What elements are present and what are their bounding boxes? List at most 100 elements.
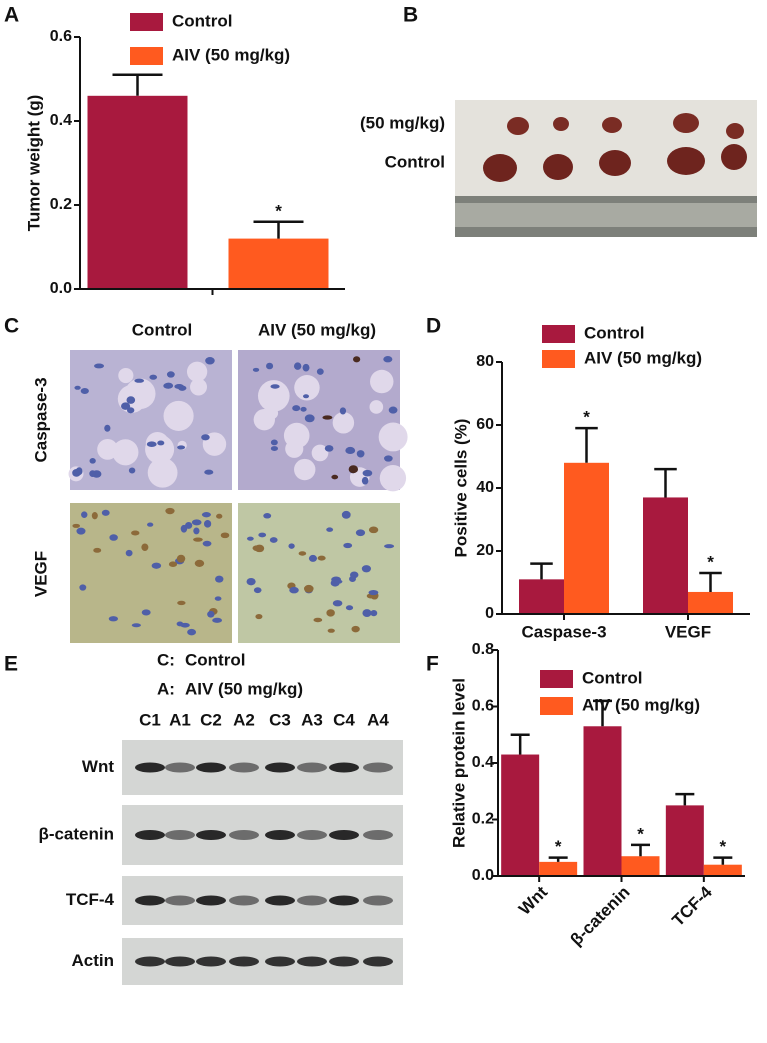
lane-label: C4 — [333, 710, 355, 729]
ihc-nucleus — [101, 509, 110, 516]
blot-band — [229, 956, 259, 967]
x-tick-label: VEGF — [665, 622, 711, 641]
lane-label: C1 — [139, 710, 161, 729]
legend-swatch — [542, 325, 575, 343]
blot-band — [229, 762, 259, 773]
ihc-nucleus — [348, 465, 359, 474]
ihc-nucleus — [356, 450, 365, 458]
bar — [688, 591, 733, 614]
bar — [703, 864, 742, 876]
ihc-nucleus — [341, 510, 351, 519]
ihc-nucleus — [345, 446, 356, 455]
ihc-nucleus — [141, 609, 151, 616]
ihc-nucleus — [270, 446, 278, 452]
ihc-nucleus — [327, 628, 335, 633]
blot-band — [297, 956, 327, 967]
blot-row-label: β-catenin — [38, 824, 114, 843]
ihc-column-label: AIV (50 mg/kg) — [258, 320, 376, 339]
ihc-nucleus — [384, 544, 395, 549]
panel-letter: B — [403, 4, 418, 27]
ihc-nucleus — [293, 362, 302, 370]
ihc-nucleus — [353, 356, 361, 363]
significance-mark: * — [275, 201, 282, 220]
bar — [564, 462, 609, 614]
blot-band — [135, 762, 165, 773]
legend-label: Control — [582, 668, 642, 687]
y-axis-label: Tumor weight (g) — [24, 95, 43, 232]
x-tick-label: β-catenin — [567, 883, 634, 950]
ihc-nucleus — [362, 609, 372, 618]
blot-row-label: TCF-4 — [66, 890, 115, 909]
ihc-nucleus — [193, 537, 203, 542]
legend-swatch — [130, 47, 163, 65]
y-tick-label: 80 — [476, 353, 494, 370]
blot-band — [165, 830, 195, 840]
ihc-vacuole — [266, 407, 279, 420]
y-tick-label: 0.4 — [472, 754, 494, 771]
ihc-nucleus — [298, 551, 307, 556]
photo-row-label: Control — [385, 152, 445, 171]
blot-key-code: A: — [157, 679, 175, 698]
y-tick-label: 0.6 — [50, 28, 72, 45]
legend-swatch — [540, 697, 573, 715]
ihc-vacuole — [294, 375, 320, 401]
blot-band — [329, 956, 359, 967]
blot-band — [297, 895, 327, 906]
ihc-nucleus — [303, 394, 310, 399]
ihc-nucleus — [326, 527, 334, 532]
ihc-nucleus — [177, 445, 186, 450]
ihc-nucleus — [334, 579, 343, 584]
significance-mark: * — [707, 553, 714, 572]
ihc-row-label: VEGF — [31, 551, 50, 597]
ihc-vacuole — [118, 367, 134, 384]
y-tick-label: 60 — [476, 416, 494, 433]
ihc-nucleus — [80, 387, 89, 395]
ihc-nucleus — [180, 524, 188, 533]
ihc-nucleus — [214, 596, 222, 601]
ihc-nucleus — [292, 405, 301, 412]
ihc-nucleus — [212, 617, 223, 623]
significance-mark: * — [720, 837, 727, 856]
legend-label: AIV (50 mg/kg) — [584, 348, 702, 367]
error-bar — [530, 562, 553, 580]
error-bar — [713, 856, 733, 865]
ihc-nucleus — [343, 542, 353, 549]
y-axis-label: Relative protein level — [449, 678, 468, 848]
ihc-nucleus — [81, 511, 88, 518]
panel-letter: F — [426, 653, 439, 676]
legend-label: AIV (50 mg/kg) — [582, 695, 700, 714]
ihc-nucleus — [300, 406, 307, 412]
blot-band — [229, 895, 259, 906]
significance-mark: * — [555, 837, 562, 856]
ihc-nucleus — [313, 617, 323, 623]
significance-mark: * — [637, 824, 644, 843]
ihc-vacuole — [163, 400, 194, 431]
y-tick-label: 0 — [485, 605, 494, 622]
ihc-nucleus — [128, 467, 136, 474]
blot-band — [329, 830, 359, 840]
ihc-nucleus — [126, 396, 136, 404]
ihc-nucleus — [270, 439, 278, 446]
bar — [501, 754, 540, 876]
bar — [87, 95, 188, 289]
ihc-nucleus — [388, 406, 398, 414]
ihc-nucleus — [246, 536, 254, 541]
blot-band — [135, 895, 165, 906]
ihc-nucleus — [75, 467, 83, 476]
blot-band — [265, 956, 295, 967]
ihc-nucleus — [177, 600, 186, 606]
ihc-nucleus — [384, 455, 393, 462]
ihc-nucleus — [93, 547, 102, 553]
ihc-nucleus — [351, 625, 360, 633]
ihc-nucleus — [270, 384, 280, 389]
bar — [621, 856, 660, 876]
ihc-nucleus — [203, 519, 212, 528]
error-bar — [631, 843, 650, 857]
y-tick-label: 0.0 — [50, 280, 72, 297]
blot-band — [329, 895, 359, 906]
ihc-vacuole — [147, 457, 178, 488]
ihc-nucleus — [252, 545, 261, 552]
bar — [643, 497, 688, 614]
legend-label: Control — [584, 323, 644, 342]
